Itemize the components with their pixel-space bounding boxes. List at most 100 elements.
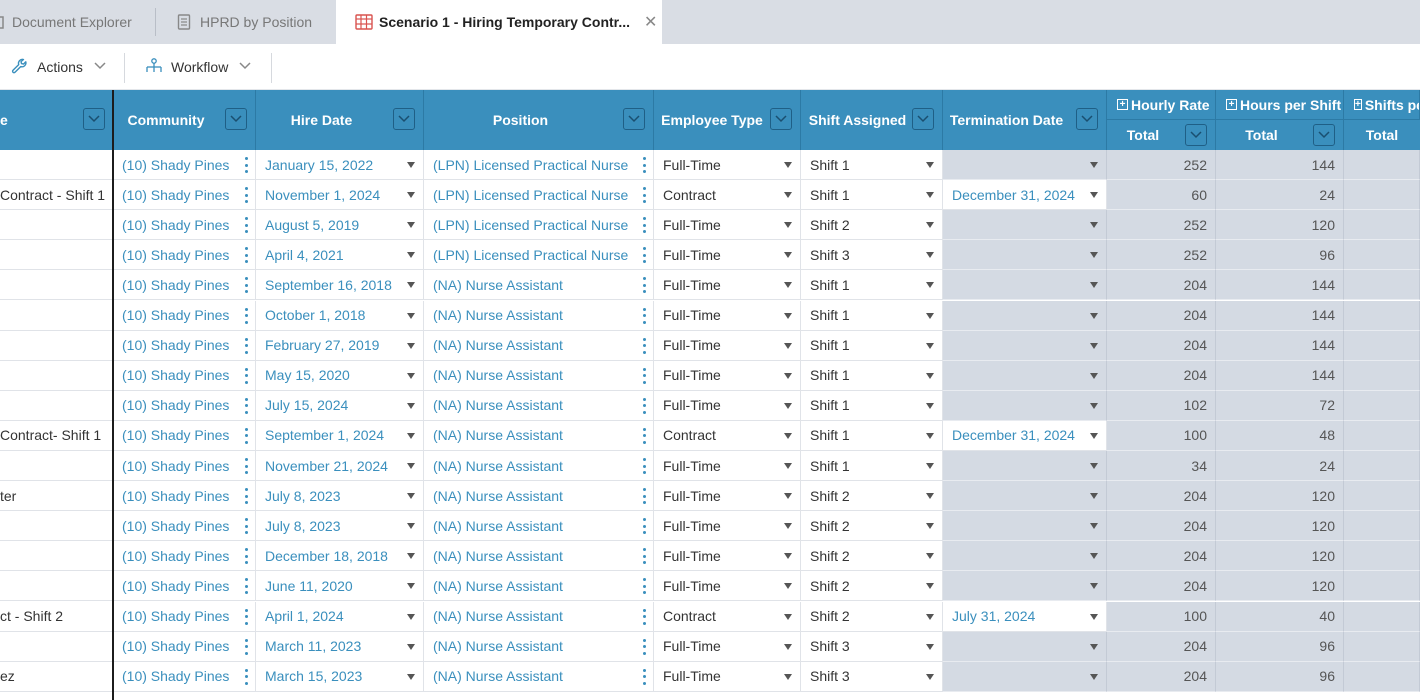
employee-type-cell[interactable]: Full-Time xyxy=(654,631,801,662)
dropdown-caret-icon[interactable] xyxy=(1090,523,1098,530)
termination-date-cell[interactable] xyxy=(943,481,1107,512)
more-options-icon[interactable] xyxy=(244,307,248,324)
dropdown-caret-icon[interactable] xyxy=(784,493,792,500)
hire-date-cell[interactable]: July 15, 2024 xyxy=(256,390,424,421)
community-cell[interactable]: (10) Shady Pines xyxy=(113,180,256,211)
position-cell[interactable]: (NA) Nurse Assistant xyxy=(424,330,654,361)
dropdown-caret-icon[interactable] xyxy=(407,252,415,259)
dropdown-caret-icon[interactable] xyxy=(1090,493,1098,500)
column-filter-button[interactable] xyxy=(1076,108,1098,130)
position-cell[interactable]: (NA) Nurse Assistant xyxy=(424,541,654,572)
employee-type-cell[interactable]: Full-Time xyxy=(654,451,801,481)
shift-assigned-cell[interactable]: Shift 2 xyxy=(801,210,943,241)
dropdown-caret-icon[interactable] xyxy=(1090,222,1098,229)
position-cell[interactable]: (NA) Nurse Assistant xyxy=(424,300,654,331)
hire-date-cell[interactable]: April 1, 2024 xyxy=(256,601,424,632)
termination-date-cell[interactable] xyxy=(943,541,1107,572)
dropdown-caret-icon[interactable] xyxy=(407,402,415,409)
name-cell[interactable]: Contract - Shift 1 xyxy=(0,180,113,211)
more-options-icon[interactable] xyxy=(244,608,248,625)
shift-assigned-cell[interactable]: Shift 1 xyxy=(801,420,943,451)
dropdown-caret-icon[interactable] xyxy=(926,342,934,349)
termination-date-cell[interactable] xyxy=(943,451,1107,481)
dropdown-caret-icon[interactable] xyxy=(407,372,415,379)
dropdown-caret-icon[interactable] xyxy=(926,282,934,289)
position-cell[interactable]: (LPN) Licensed Practical Nurse xyxy=(424,180,654,211)
column-filter-button[interactable] xyxy=(623,108,645,130)
dropdown-caret-icon[interactable] xyxy=(407,192,415,199)
more-options-icon[interactable] xyxy=(642,247,646,264)
column-header-hours-per-shift-total[interactable]: Total xyxy=(1216,120,1344,150)
dropdown-caret-icon[interactable] xyxy=(1090,553,1098,560)
dropdown-caret-icon[interactable] xyxy=(407,312,415,319)
dropdown-caret-icon[interactable] xyxy=(407,643,415,650)
hire-date-cell[interactable]: August 5, 2019 xyxy=(256,210,424,241)
dropdown-caret-icon[interactable] xyxy=(926,252,934,259)
dropdown-caret-icon[interactable] xyxy=(926,673,934,680)
community-cell[interactable]: (10) Shady Pines xyxy=(113,511,256,542)
dropdown-caret-icon[interactable] xyxy=(1090,643,1098,650)
termination-date-cell[interactable]: July 31, 2024 xyxy=(943,601,1107,632)
position-cell[interactable]: (LPN) Licensed Practical Nurse xyxy=(424,240,654,271)
position-cell[interactable]: (NA) Nurse Assistant xyxy=(424,571,654,602)
community-cell[interactable]: (10) Shady Pines xyxy=(113,631,256,662)
position-cell[interactable]: (NA) Nurse Assistant xyxy=(424,390,654,421)
name-cell[interactable] xyxy=(0,240,113,271)
dropdown-caret-icon[interactable] xyxy=(1090,402,1098,409)
dropdown-caret-icon[interactable] xyxy=(784,432,792,439)
shift-assigned-cell[interactable]: Shift 3 xyxy=(801,631,943,662)
shift-assigned-cell[interactable]: Shift 2 xyxy=(801,601,943,632)
hire-date-cell[interactable]: March 11, 2023 xyxy=(256,631,424,662)
dropdown-caret-icon[interactable] xyxy=(1090,162,1098,168)
more-options-icon[interactable] xyxy=(642,187,646,204)
termination-date-cell[interactable] xyxy=(943,511,1107,542)
more-options-icon[interactable] xyxy=(642,217,646,234)
column-header-community[interactable]: Community xyxy=(113,90,256,150)
tab-scenario-1[interactable]: Scenario 1 - Hiring Temporary Contr... ✕ xyxy=(336,0,662,44)
more-options-icon[interactable] xyxy=(244,367,248,384)
column-header-shift-assigned[interactable]: Shift Assigned xyxy=(801,90,943,150)
dropdown-caret-icon[interactable] xyxy=(1090,282,1098,289)
more-options-icon[interactable] xyxy=(642,488,646,505)
employee-type-cell[interactable]: Full-Time xyxy=(654,661,801,692)
hire-date-cell[interactable]: January 15, 2022 xyxy=(256,150,424,180)
dropdown-caret-icon[interactable] xyxy=(1090,613,1098,620)
dropdown-caret-icon[interactable] xyxy=(1090,342,1098,349)
dropdown-caret-icon[interactable] xyxy=(407,342,415,349)
dropdown-caret-icon[interactable] xyxy=(1090,312,1098,319)
more-options-icon[interactable] xyxy=(244,488,248,505)
position-cell[interactable]: (NA) Nurse Assistant xyxy=(424,420,654,451)
community-cell[interactable]: (10) Shady Pines xyxy=(113,420,256,451)
name-cell[interactable] xyxy=(0,270,113,301)
more-options-icon[interactable] xyxy=(642,307,646,324)
dropdown-caret-icon[interactable] xyxy=(926,432,934,439)
termination-date-cell[interactable] xyxy=(943,360,1107,391)
community-cell[interactable]: (10) Shady Pines xyxy=(113,300,256,331)
shift-assigned-cell[interactable]: Shift 1 xyxy=(801,390,943,421)
shift-assigned-cell[interactable]: Shift 2 xyxy=(801,571,943,602)
termination-date-cell[interactable] xyxy=(943,240,1107,271)
dropdown-caret-icon[interactable] xyxy=(784,222,792,229)
employee-type-cell[interactable]: Full-Time xyxy=(654,300,801,331)
shift-assigned-cell[interactable]: Shift 2 xyxy=(801,541,943,572)
more-options-icon[interactable] xyxy=(244,277,248,294)
more-options-icon[interactable] xyxy=(642,638,646,655)
employee-type-cell[interactable]: Full-Time xyxy=(654,210,801,241)
hire-date-cell[interactable]: May 15, 2020 xyxy=(256,360,424,391)
termination-date-cell[interactable]: December 31, 2024 xyxy=(943,180,1107,211)
position-cell[interactable]: (NA) Nurse Assistant xyxy=(424,631,654,662)
shift-assigned-cell[interactable]: Shift 1 xyxy=(801,270,943,301)
shift-assigned-cell[interactable]: Shift 1 xyxy=(801,300,943,331)
community-cell[interactable]: (10) Shady Pines xyxy=(113,541,256,572)
dropdown-caret-icon[interactable] xyxy=(784,673,792,680)
name-cell[interactable] xyxy=(0,541,113,572)
shift-assigned-cell[interactable]: Shift 3 xyxy=(801,240,943,271)
column-filter-button[interactable] xyxy=(770,108,792,130)
name-cell[interactable]: Contract- Shift 1 xyxy=(0,420,113,451)
expand-icon[interactable]: + xyxy=(1117,99,1128,110)
position-cell[interactable]: (NA) Nurse Assistant xyxy=(424,601,654,632)
more-options-icon[interactable] xyxy=(642,157,646,173)
hire-date-cell[interactable]: April 4, 2021 xyxy=(256,240,424,271)
community-cell[interactable]: (10) Shady Pines xyxy=(113,601,256,632)
position-cell[interactable]: (LPN) Licensed Practical Nurse xyxy=(424,150,654,180)
